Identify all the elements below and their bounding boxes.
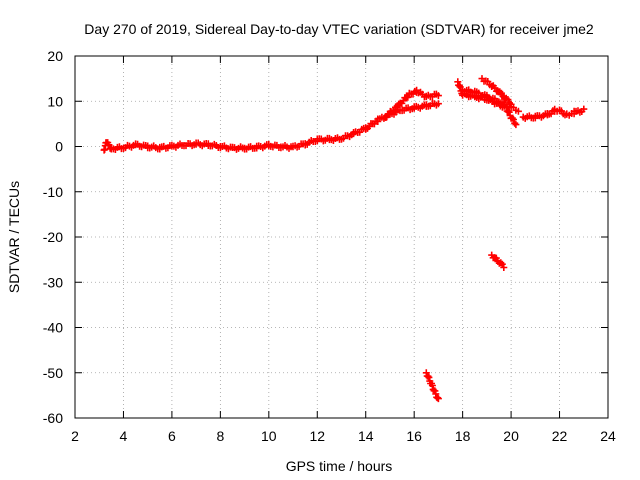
- y-axis-title: SDTVAR / TECUs: [6, 181, 22, 293]
- data-point-markers: [488, 251, 508, 271]
- x-tick-label: 12: [309, 428, 325, 444]
- y-tick-label: -40: [43, 320, 63, 336]
- x-tick-label: 14: [358, 428, 374, 444]
- x-tick-label: 2: [71, 428, 79, 444]
- y-tick-label: -20: [43, 229, 63, 245]
- series-segment-7: [422, 369, 442, 403]
- data-point-markers: [478, 75, 515, 108]
- x-tick-label: 16: [406, 428, 422, 444]
- series-segment-6: [488, 251, 508, 271]
- tick-layer: 2 4 6 8 10 12 14 16 18 20 22 24-60-50-40-30-20-1001…: [43, 48, 616, 444]
- series-segment-4: [478, 75, 515, 108]
- data-point-markers: [422, 369, 442, 403]
- series-segment-0: [100, 100, 442, 154]
- series-segment-1: [381, 86, 442, 121]
- y-tick-label: -60: [43, 410, 63, 426]
- x-tick-label: 4: [120, 428, 128, 444]
- x-axis-title: GPS time / hours: [286, 458, 393, 474]
- x-tick-label: 22: [552, 428, 568, 444]
- data-layer: [100, 75, 588, 403]
- y-tick-label: 0: [55, 139, 63, 155]
- x-tick-label: 10: [261, 428, 277, 444]
- chart-title: Day 270 of 2019, Sidereal Day-to-day VTE…: [84, 21, 594, 37]
- data-point-markers: [100, 100, 442, 154]
- x-tick-label: 8: [216, 428, 224, 444]
- x-tick-label: 6: [168, 428, 176, 444]
- data-point-markers: [381, 86, 442, 121]
- y-tick-label: -30: [43, 274, 63, 290]
- y-tick-label: 10: [47, 93, 63, 109]
- y-tick-label: 20: [47, 48, 63, 64]
- x-tick-label: 24: [600, 428, 616, 444]
- data-point-markers: [519, 105, 588, 122]
- y-tick-label: -50: [43, 365, 63, 381]
- y-tick-label: -10: [43, 184, 63, 200]
- x-tick-label: 18: [455, 428, 471, 444]
- x-tick-label: 20: [503, 428, 519, 444]
- series-segment-5: [519, 105, 588, 122]
